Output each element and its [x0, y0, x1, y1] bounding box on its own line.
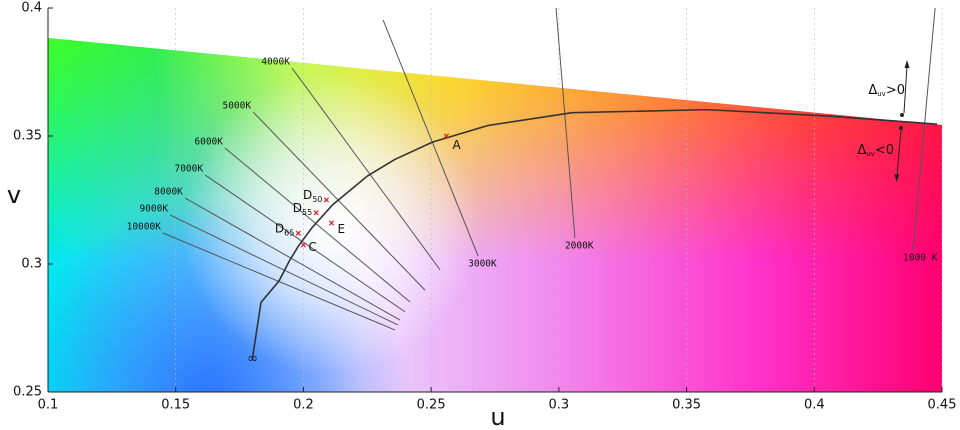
reference-point — [443, 133, 450, 139]
delta-sub: uv — [866, 150, 875, 158]
y-tick-label: 0.4 — [21, 1, 42, 16]
planckian-locus — [251, 108, 938, 358]
y-tick-label: 0.25 — [13, 385, 42, 400]
x-axis-label: u — [490, 403, 505, 430]
isotherm — [224, 147, 411, 303]
isotherm-label: 8000K — [154, 186, 183, 197]
y-tick-label: 0.3 — [21, 257, 42, 272]
isotherm — [252, 111, 426, 291]
isotherm-label: 9000K — [139, 204, 168, 215]
point-label-main: D — [303, 188, 312, 202]
infinity-label: ∞ — [247, 352, 258, 367]
delta-sub: uv — [877, 90, 886, 98]
point-label-main: E — [338, 222, 346, 236]
reference-point — [300, 242, 307, 248]
x-tick-label: 0.25 — [417, 398, 446, 413]
isotherm-label: 10000K — [127, 222, 162, 233]
isotherm-label: 2000K — [565, 240, 594, 251]
isotherm — [291, 67, 441, 271]
isotherm — [555, 8, 576, 238]
delta-label: Δuv>0 — [868, 83, 905, 99]
point-label-main: C — [308, 240, 316, 254]
isotherm-label: 1000 K — [903, 252, 938, 263]
point-label-main: D — [293, 200, 302, 214]
delta-rest: <0 — [875, 143, 894, 158]
delta-symbol: Δ — [868, 83, 877, 98]
reference-point — [295, 230, 301, 236]
delta-symbol: Δ — [857, 143, 866, 158]
delta-arrows — [894, 60, 910, 182]
reference-point — [313, 210, 319, 216]
point-label: C — [308, 240, 316, 254]
point-label: D65 — [275, 221, 294, 238]
x-tick-label: 0.35 — [672, 398, 701, 413]
isotherm-label: 5000K — [222, 100, 251, 111]
point-label-main: A — [452, 138, 461, 152]
x-tick-label: 0.15 — [161, 398, 190, 413]
point-label-sub: 65 — [284, 228, 294, 237]
reference-point — [328, 220, 335, 226]
reference-point — [323, 197, 330, 203]
delta-label: Δuv<0 — [857, 143, 894, 159]
point-label-sub: 55 — [302, 208, 312, 217]
isotherm-label: 6000K — [194, 137, 223, 148]
isotherm — [184, 197, 401, 321]
point-label-sub: 50 — [312, 195, 322, 204]
isotherm-label: 4000K — [261, 56, 290, 67]
x-tick-label: 0.4 — [804, 398, 825, 413]
delta-rest: >0 — [886, 83, 905, 98]
x-tick-label: 0.2 — [293, 398, 314, 413]
isotherm — [912, 8, 936, 250]
plot-marks — [295, 133, 450, 248]
x-tick-label: 0.3 — [549, 398, 570, 413]
isotherm-label: 3000K — [468, 259, 497, 270]
chromaticity-fill — [48, 38, 942, 392]
x-tick-label: 0.45 — [928, 398, 957, 413]
point-label: E — [338, 222, 346, 236]
point-label-main: D — [275, 221, 284, 235]
y-axis-label: v — [7, 181, 21, 209]
x-tick-label: 0.1 — [38, 398, 59, 413]
isotherm-label: 7000K — [174, 163, 203, 174]
point-label: D55 — [293, 200, 312, 217]
isotherm — [382, 19, 479, 257]
point-label: D50 — [303, 188, 322, 205]
point-label: A — [452, 138, 461, 152]
y-tick-label: 0.35 — [13, 129, 42, 144]
